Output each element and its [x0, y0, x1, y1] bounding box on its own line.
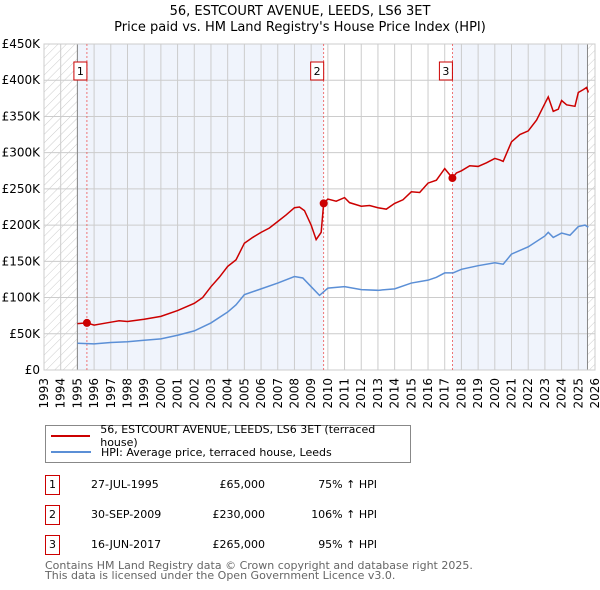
x-tick-label: 2001	[171, 378, 185, 409]
legend-swatch-hpi	[51, 451, 91, 453]
y-tick-label: £400K	[2, 73, 42, 87]
sale-row: 1 27-JUL-1995 £65,000 75% ↑ HPI	[45, 475, 465, 495]
sale-date: 16-JUN-2017	[91, 538, 162, 551]
x-tick-label: 2018	[454, 378, 468, 409]
y-tick-label: £450K	[2, 37, 42, 51]
x-tick-label: 2025	[571, 378, 585, 409]
y-tick-label: £150K	[2, 254, 42, 268]
sale-label: 1	[77, 65, 84, 78]
x-tick-label: 2023	[538, 378, 552, 409]
y-tick-label: £100K	[2, 291, 42, 305]
sale-price: £65,000	[219, 478, 266, 491]
sale-label-box	[73, 61, 88, 81]
sale-hpi-change: 95% ↑ HPI	[318, 538, 377, 551]
x-tick-label: 1998	[120, 378, 134, 409]
y-tick-label: £0	[25, 363, 40, 377]
x-tick-label: 2005	[237, 378, 251, 409]
hatch-after-data	[587, 44, 595, 370]
shade-period-1	[77, 44, 324, 370]
x-tick-label: 2000	[154, 378, 168, 409]
x-tick-label: 2016	[421, 378, 435, 409]
sale-badge: 1	[45, 475, 60, 495]
legend-swatch-property	[51, 435, 91, 437]
sale-row: 3 16-JUN-2017 £265,000 95% ↑ HPI	[45, 535, 465, 555]
y-tick-label: £50K	[9, 327, 41, 341]
x-tick-label: 1993	[37, 378, 51, 409]
x-tick-label: 2021	[505, 378, 519, 409]
y-tick-label: £200K	[2, 218, 42, 232]
sale-badge: 3	[45, 535, 60, 555]
sale-point	[448, 174, 457, 183]
x-tick-label: 2026	[588, 378, 600, 409]
x-tick-label: 2019	[471, 378, 485, 409]
y-tick-label: £300K	[2, 146, 42, 160]
x-tick-label: 2006	[254, 378, 268, 409]
sale-row: 2 30-SEP-2009 £230,000 106% ↑ HPI	[45, 505, 465, 525]
x-tick-label: 1999	[137, 378, 151, 409]
series-line-property	[77, 86, 590, 326]
sale-badge: 2	[45, 505, 60, 525]
legend-label-property: 56, ESTCOURT AVENUE, LEEDS, LS6 3ET (ter…	[100, 423, 376, 449]
footer-copyright: Contains HM Land Registry data © Crown c…	[45, 559, 473, 572]
sale-price: £230,000	[212, 508, 266, 521]
y-tick-label: £350K	[2, 109, 42, 123]
x-tick-label: 2002	[187, 378, 201, 409]
series-line-hpi	[77, 224, 589, 345]
x-tick-label: 2022	[521, 378, 535, 409]
plot-area: 1993 1994 1995 1996 1997 1998 1999 2000 2001 2002…	[2, 37, 600, 409]
chart-subtitle: Price paid vs. HM Land Registry's House …	[114, 20, 486, 35]
sale-label-box	[310, 61, 325, 81]
x-tick-label: 1997	[104, 378, 118, 409]
sale-label: 3	[442, 65, 449, 78]
x-tick-label: 2015	[404, 378, 418, 409]
x-tick-label: 1996	[87, 378, 101, 409]
x-tick-label: 2020	[488, 378, 502, 409]
sale-date: 30-SEP-2009	[91, 508, 162, 521]
x-tick-label: 2008	[287, 378, 301, 409]
x-tick-label: 2017	[438, 378, 452, 409]
footer-licence: This data is licensed under the Open Gov…	[45, 569, 396, 582]
sale-date: 27-JUL-1995	[91, 478, 159, 491]
x-tick-label: 2009	[304, 378, 318, 409]
y-tick-label: £250K	[2, 182, 42, 196]
sale-point	[319, 199, 328, 208]
legend-label-hpi: HPI: Average price, terraced house, Leed…	[101, 445, 332, 459]
legend: 56, ESTCOURT AVENUE, LEEDS, LS6 3ET (ter…	[45, 423, 411, 463]
x-tick-label: 2024	[555, 378, 569, 409]
sale-price: £265,000	[212, 538, 266, 551]
x-tick-label: 2003	[204, 378, 218, 409]
x-tick-label: 2013	[371, 378, 385, 409]
x-tick-label: 1994	[54, 378, 68, 409]
x-tick-label: 2011	[338, 378, 352, 409]
x-tick-label: 1995	[70, 378, 84, 409]
sale-point	[82, 318, 91, 327]
sale-label-box	[438, 61, 453, 81]
footer: Contains HM Land Registry data © Crown c…	[45, 559, 473, 582]
sale-hpi-change: 75% ↑ HPI	[318, 478, 377, 491]
sale-hpi-change: 106% ↑ HPI	[311, 508, 377, 521]
plot-border	[43, 43, 596, 371]
x-tick-label: 2007	[271, 378, 285, 409]
x-tick-label: 2014	[388, 378, 402, 409]
x-tick-label: 2010	[321, 378, 335, 409]
shade-period-3	[452, 44, 588, 370]
chart-title: 56, ESTCOURT AVENUE, LEEDS, LS6 3ET	[169, 4, 431, 19]
x-tick-label: 2004	[221, 378, 235, 409]
sale-label: 2	[314, 65, 321, 78]
x-tick-label: 2012	[354, 378, 368, 409]
